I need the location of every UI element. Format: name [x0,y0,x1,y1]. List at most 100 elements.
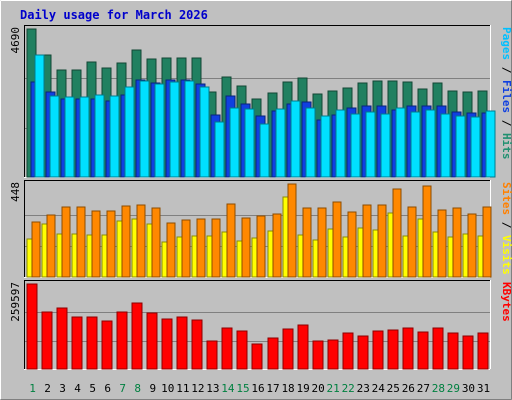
x-tick-label: 15 [236,382,249,395]
bar-pages-day-4 [79,96,90,178]
bar-pages-day-24 [380,113,391,178]
bar-kbytes-day-23 [357,335,369,370]
bar-pages-day-18 [290,100,301,178]
bar-sites-day-16 [256,215,266,278]
x-tick-label: 4 [74,382,81,395]
bar-kbytes-day-3 [56,307,68,370]
bar-pages-day-29 [455,115,466,178]
bar-sites-day-31 [482,206,492,278]
day-labels: 1 2 3 4 5 6 7 8 9 10 11 12 13 14 15 16 17 18 19 20 21 22 23 24 2… [29,382,490,395]
panels-layer: 4690 Pages / Files / Hits 448 Sites / Visit… [9,25,512,370]
x-tick-label: 9 [149,382,156,395]
bar-pages-day-19 [305,107,316,178]
bar-sites-day-24 [377,204,387,278]
bar-pages-day-16 [259,123,270,178]
x-tick-label: 22 [342,382,355,395]
bar-kbytes-day-13 [206,340,218,370]
bar-sites-day-27 [422,185,432,278]
bar-kbytes-day-12 [191,319,203,370]
bar-kbytes-day-24 [372,330,384,370]
bar-pages-day-14 [229,107,240,178]
bar-sites-day-30 [467,213,477,278]
bar-kbytes-day-14 [221,327,233,370]
bar-kbytes-day-18 [282,328,294,370]
y-max-label: 259597 [9,282,22,322]
x-tick-label: 30 [462,382,475,395]
bar-kbytes-day-10 [161,318,173,370]
bar-sites-day-5 [91,210,101,278]
bar-sites-day-8 [136,204,146,278]
bar-pages-day-1 [34,54,45,178]
bar-sites-day-4 [76,206,86,278]
bar-kbytes-day-4 [71,316,83,370]
bar-kbytes-day-2 [41,311,53,370]
bar-kbytes-day-28 [432,327,444,370]
bar-sites-day-11 [181,219,191,278]
x-tick-label: 29 [447,382,460,395]
bar-sites-day-23 [362,204,372,278]
bar-pages-day-5 [94,94,105,178]
x-tick-label: 8 [134,382,141,395]
bar-kbytes-day-11 [176,316,188,370]
bar-kbytes-day-7 [116,311,128,370]
x-tick-label: 23 [357,382,370,395]
bar-pages-day-6 [109,95,120,178]
bar-pages-day-26 [410,111,421,178]
x-tick-label: 27 [417,382,430,395]
x-tick-label: 16 [251,382,264,395]
legend: Pages / Files / Hits [500,27,512,160]
visits-panel: 448 Sites / Visits [9,180,512,278]
x-tick-label: 25 [387,382,400,395]
bar-kbytes-day-31 [477,332,489,370]
legend-entry: Hits [500,133,512,160]
bar-kbytes-day-8 [131,302,143,370]
x-tick-label: 11 [176,382,189,395]
bar-kbytes-day-5 [86,316,98,370]
bar-pages-day-31 [485,110,496,178]
bar-pages-day-11 [184,80,195,178]
legend-entry: Pages [500,27,512,60]
bar-sites-day-26 [407,206,417,278]
bar-sites-day-22 [347,211,357,278]
bar-sites-day-3 [61,206,71,278]
bar-sites-day-20 [317,207,327,278]
bar-kbytes-day-16 [251,343,263,370]
bar-pages-day-27 [425,109,436,178]
bar-pages-day-21 [335,109,346,178]
bar-kbytes-day-6 [101,320,113,370]
x-tick-label: 28 [432,382,445,395]
bar-sites-day-17 [272,213,282,278]
bar-kbytes-day-15 [236,330,248,370]
legend-entry: Visits [500,235,512,275]
bar-pages-day-28 [440,113,451,178]
bar-pages-day-25 [395,107,406,178]
bar-kbytes-day-27 [417,331,429,370]
bar-kbytes-day-19 [297,324,309,370]
bar-sites-day-14 [226,203,236,278]
bar-pages-day-20 [320,115,331,178]
bar-pages-day-30 [470,116,481,178]
bar-sites-day-19 [302,207,312,278]
x-tick-label: 19 [296,382,309,395]
bar-pages-day-12 [199,86,210,178]
legend: KBytes [500,282,512,322]
bar-pages-day-13 [214,121,225,178]
bar-sites-day-13 [211,218,221,278]
bar-pages-day-8 [139,80,150,178]
x-tick-label: 7 [119,382,126,395]
bar-pages-day-17 [275,108,286,178]
legend-entry: KBytes [500,282,512,322]
bar-sites-day-25 [392,188,402,278]
legend-entry: / [500,113,512,133]
bar-kbytes-day-1 [26,283,38,370]
x-tick-label: 12 [191,382,204,395]
bar-kbytes-day-22 [342,332,354,370]
bar-pages-day-2 [49,95,60,178]
bar-sites-day-28 [437,209,447,278]
bar-sites-day-10 [166,222,176,278]
bar-sites-day-18 [287,183,297,278]
legend: Sites / Visits [500,182,512,275]
bar-kbytes-day-20 [312,340,324,370]
legend-entry: Files [500,80,512,113]
